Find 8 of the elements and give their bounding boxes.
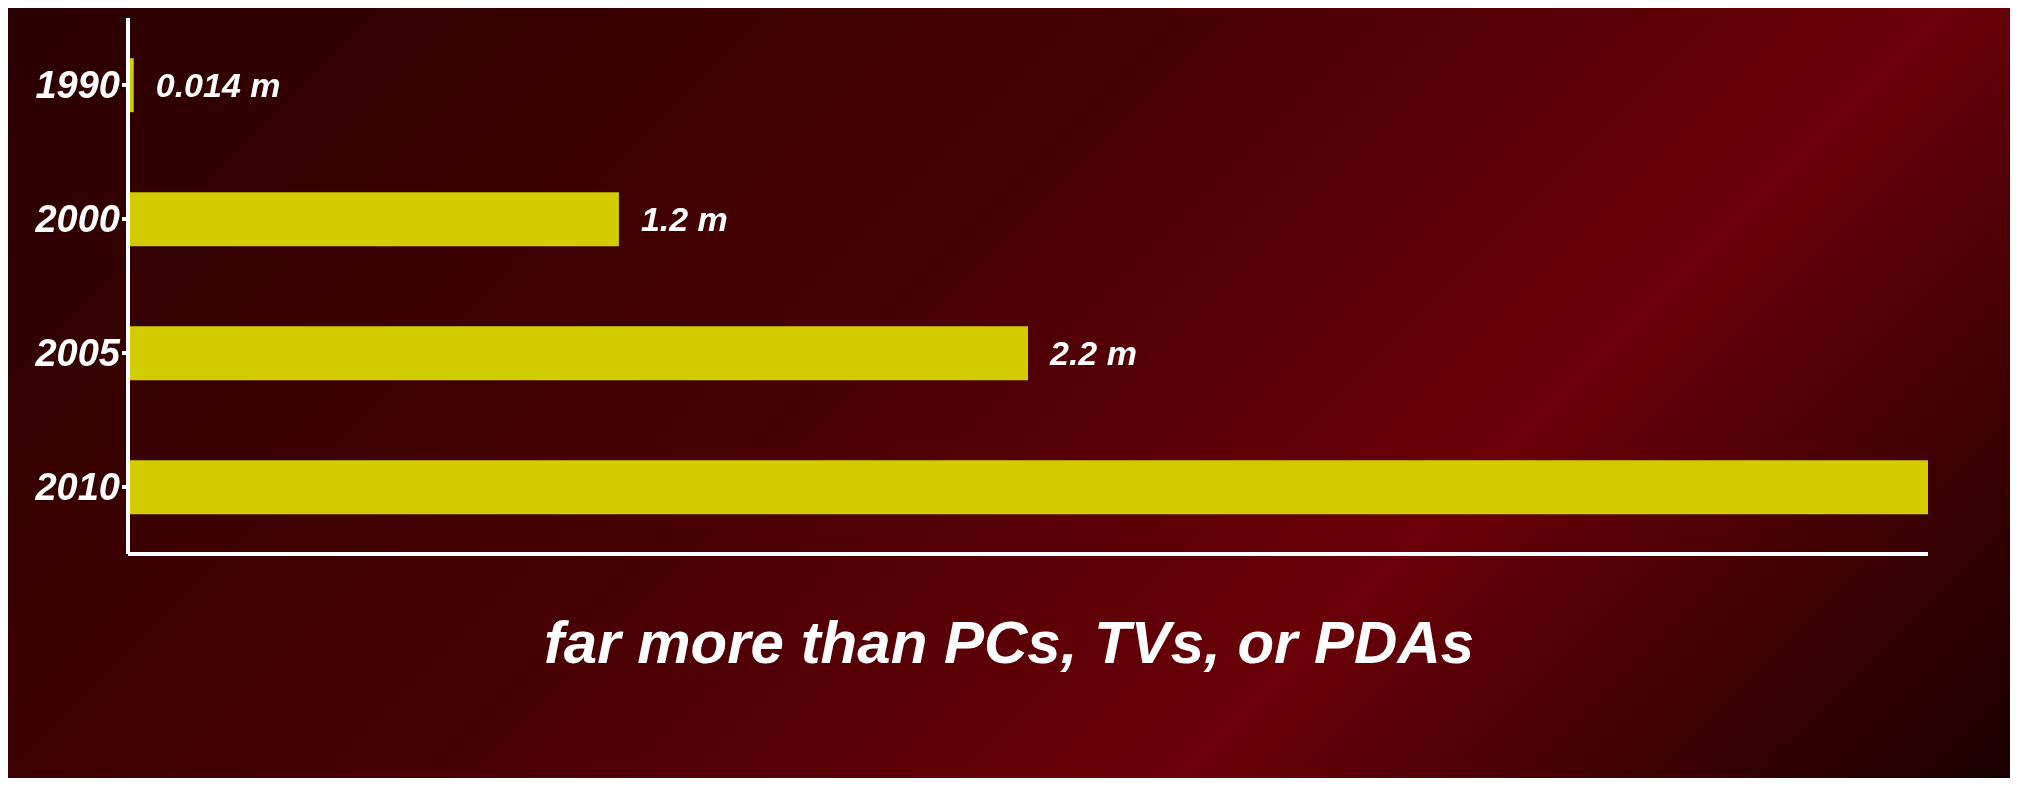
y-tick-label: 2010 xyxy=(34,466,120,509)
y-tick-label: 1990 xyxy=(35,64,120,107)
data-label: 1.2 m xyxy=(640,200,728,239)
y-tick-label: 2000 xyxy=(34,198,120,241)
data-label: 0.014 m xyxy=(155,66,281,105)
y-tick-label: 2005 xyxy=(34,332,121,375)
data-label: 2.2 m xyxy=(1049,334,1137,373)
text: far more than PCs, TVs, or PDAs xyxy=(542,608,1476,677)
